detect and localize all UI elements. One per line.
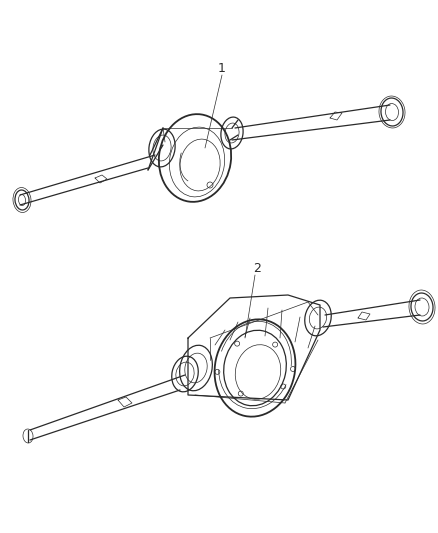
Text: 1: 1 — [218, 61, 226, 75]
Text: 2: 2 — [253, 262, 261, 274]
